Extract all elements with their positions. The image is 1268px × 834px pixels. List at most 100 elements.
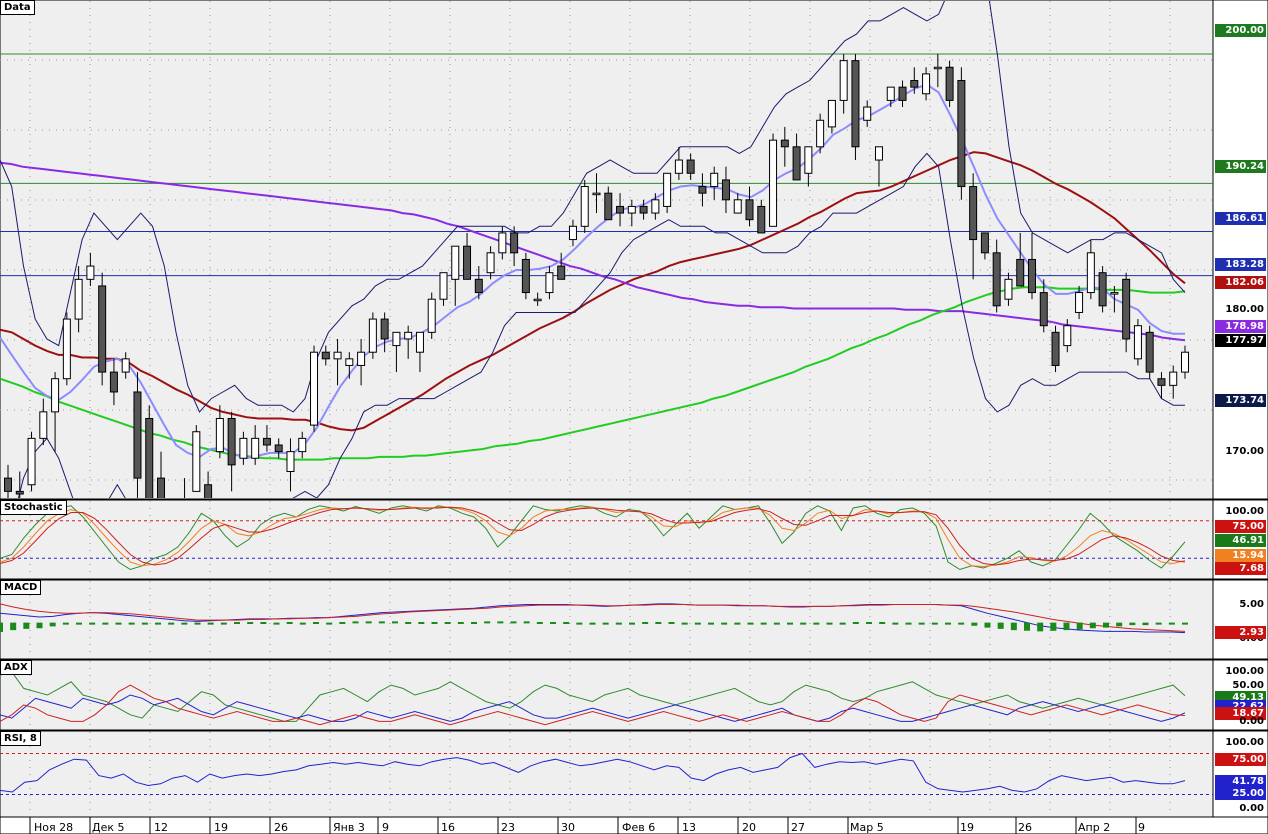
date-label: 27 [791,821,805,834]
panel-label-stochastic: Stochastic [0,500,67,515]
macd-histogram-bar [1142,622,1149,626]
macd-histogram-bar [1089,622,1096,629]
candle-body [792,146,801,181]
candle-body [439,272,448,300]
date-label: 26 [1018,821,1032,834]
macd-histogram-bar [115,622,122,625]
date-label: Апр 2 [1078,821,1111,834]
candle-body [1027,258,1036,294]
macd-histogram-bar [23,622,30,629]
macd-histogram-bar [721,622,728,625]
price-tag: 200.00 [1215,24,1266,37]
candle-body [757,205,766,234]
macd-histogram-bar [1155,622,1162,625]
macd-histogram-bar [299,622,306,625]
price-tag: 183.28 [1215,258,1266,271]
date-label: 12 [154,821,168,834]
date-label: 26 [274,821,288,834]
macd-histogram-bar [1129,622,1136,626]
candle-body [922,73,931,95]
candle-body [1004,278,1013,300]
macd-histogram-bar [536,622,543,624]
rsi-tag: 25.00 [1215,787,1266,800]
macd-histogram-bar [997,622,1004,629]
macd-histogram-bar [971,622,978,626]
macd-histogram-bar [958,622,965,625]
candle-body [1145,331,1154,373]
macd-histogram-bar [102,622,109,625]
macd-histogram-bar [839,622,846,625]
candle-body [663,172,672,207]
macd-histogram-bar [484,621,491,624]
macd-histogram-bar [642,622,649,624]
candle-body [1016,258,1025,287]
candle-body [969,186,978,241]
candle-body [721,179,730,201]
date-label: Фев 6 [622,821,656,834]
candle-body [215,417,224,453]
date-label: 23 [501,821,515,834]
panel-frame [0,579,1214,660]
macd-histogram-bar [497,621,504,624]
candle-body [604,192,613,221]
date-label: Мар 5 [850,821,884,834]
macd-histogram-bar [0,622,3,632]
indicator-line [0,603,1186,634]
candle-body [1122,278,1131,340]
rsi-axis-number: 0.00 [1239,803,1264,814]
moving-average-line [0,161,1186,342]
macd-histogram-bar [76,622,82,625]
macd-histogram-bar [615,622,622,625]
candle-body [710,172,719,188]
macd-histogram-bar [168,622,175,625]
macd-histogram-bar [128,622,135,625]
price-tag: 173.74 [1215,394,1266,407]
rsi-axis-number: 100.00 [1225,737,1264,748]
price-series-group [0,1,1189,498]
candle-body [1181,351,1189,373]
panel-frame [0,659,1214,731]
macd-histogram-bar [181,622,188,625]
candle-body [698,186,707,194]
macd-histogram-bar [444,622,451,624]
macd-histogram-bar [655,622,662,624]
panel-frame [0,499,1214,580]
macd-histogram-bar [694,622,701,625]
candle-body [227,417,236,466]
candle-body [4,477,12,492]
adx-axis-number: 50.00 [1232,680,1264,691]
axis-frame [1212,0,1268,500]
indicator-line [0,671,1186,722]
candle-body [286,451,295,472]
date-label: 19 [214,821,228,834]
candle-body [192,431,201,492]
candle-body [51,378,60,413]
axis-frame [1212,730,1268,818]
candle-body [133,391,142,479]
macd-histogram-bar [260,622,267,624]
macd-histogram-bar [523,621,530,624]
price-axis-number: 170.00 [1225,446,1264,457]
candle-body [262,437,271,446]
macd-histogram-bar [471,622,477,624]
macd-histogram-bar [365,621,372,624]
candle-body [368,318,377,353]
panel-label-adx: ADX [0,660,32,675]
candle-body [498,232,507,254]
date-label: Ноя 28 [34,821,74,834]
candle-body [1063,325,1072,347]
candle-body [1051,331,1060,366]
candle-body [957,80,966,188]
macd-histogram-bar [1063,622,1070,631]
candle-body [545,272,554,294]
macd-histogram-bar [339,622,346,624]
macd-histogram-bar [10,622,17,631]
macd-tag: 2.93 [1215,626,1266,639]
candle-body [1110,292,1119,295]
panel-label-rsi: RSI, 8 [0,731,41,746]
candle-body [145,417,154,498]
macd-histogram-bar [879,622,886,624]
macd-histogram-bar [800,622,807,625]
